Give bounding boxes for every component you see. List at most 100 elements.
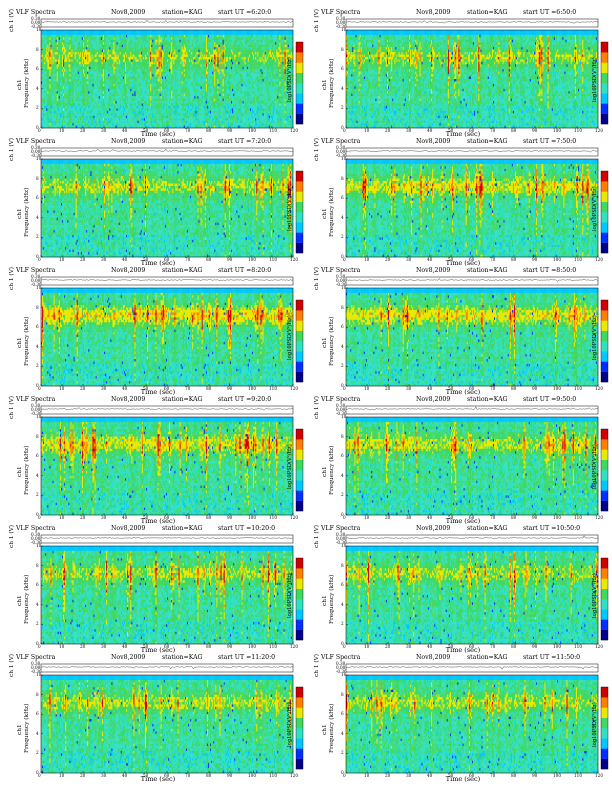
colorbar-segment: [296, 620, 303, 630]
colorbar-segment: [296, 480, 303, 490]
amplitude-frame: [346, 664, 598, 672]
colorbar-segment: [601, 470, 608, 480]
colorbar-segment: [601, 558, 608, 568]
colorbar-segment: [601, 697, 608, 707]
spectrogram-heatmap: [41, 30, 293, 128]
amplitude-axis-label: ch 1 (V): [315, 138, 321, 161]
spectrogram-panel: VLF Spectra Nov8,2009 station=KAG start UT …: [313, 139, 612, 267]
colorbar-segment: [296, 372, 303, 382]
x-axis-label: Time (sec): [8, 775, 308, 783]
colorbar-segment: [296, 759, 303, 769]
colorbar-segment: [296, 243, 303, 253]
colorbar-label: log10PSD(V²/Hz): [288, 702, 293, 747]
colorbar-segment: [296, 181, 303, 191]
amplitude-axis-label: ch 1 (V): [315, 267, 321, 290]
colorbar-segment: [296, 362, 303, 372]
colorbar-segment: [296, 222, 303, 232]
colorbar-segment: [601, 202, 608, 212]
colorbar-segment: [601, 93, 608, 103]
panel-plot-svg: [313, 526, 612, 646]
spectrogram-panel: VLF Spectra Nov8,2009 station=KAG start UT …: [313, 268, 612, 396]
colorbar-segment: [601, 579, 608, 589]
spectrogram-panel: VLF Spectra Nov8,2009 station=KAG start UT …: [313, 655, 612, 783]
colorbar-segment: [296, 73, 303, 83]
amplitude-frame: [346, 535, 598, 543]
colorbar-segment: [601, 114, 608, 124]
colorbar-label: log10PSD(V²/Hz): [593, 444, 598, 489]
colorbar-segment: [601, 63, 608, 73]
colorbar-segment: [601, 480, 608, 490]
colorbar-segment: [601, 104, 608, 114]
colorbar-segment: [601, 491, 608, 501]
colorbar-segment: [601, 212, 608, 222]
colorbar-segment: [296, 212, 303, 222]
x-axis-label: Time (sec): [313, 517, 612, 525]
colorbar-segment: [296, 749, 303, 759]
spectrogram-panel: VLF Spectra Nov8,2009 station=KAG start UT …: [313, 526, 612, 654]
colorbar-segment: [296, 728, 303, 738]
colorbar-label: log10PSD(V²/Hz): [593, 57, 598, 102]
colorbar-segment: [601, 599, 608, 609]
colorbar-segment: [601, 589, 608, 599]
colorbar-segment: [601, 749, 608, 759]
colorbar-segment: [601, 718, 608, 728]
colorbar-segment: [601, 73, 608, 83]
colorbar-segment: [601, 439, 608, 449]
amplitude-axis-label: ch 1 (V): [10, 267, 16, 290]
panel-plot-svg: [8, 397, 308, 517]
colorbar-segment: [296, 609, 303, 619]
amplitude-axis-label: ch 1 (V): [315, 654, 321, 677]
amplitude-axis-label: ch 1 (V): [10, 9, 16, 32]
spectrogram-heatmap: [41, 417, 293, 515]
colorbar-segment: [601, 759, 608, 769]
colorbar-segment: [296, 450, 303, 460]
colorbar-segment: [601, 331, 608, 341]
colorbar-segment: [296, 202, 303, 212]
colorbar-segment: [601, 687, 608, 697]
colorbar-segment: [296, 439, 303, 449]
colorbar-segment: [296, 310, 303, 320]
colorbar-segment: [296, 300, 303, 310]
channel-label: ch1: [18, 208, 24, 219]
amplitude-frame: [41, 19, 293, 27]
colorbar-segment: [601, 181, 608, 191]
frequency-axis-label: Frequency (kHz): [330, 317, 336, 366]
amplitude-axis-label: ch 1 (V): [315, 525, 321, 548]
colorbar-segment: [296, 42, 303, 52]
colorbar-label: log10PSD(V²/Hz): [288, 315, 293, 360]
panel-plot-svg: [8, 10, 308, 130]
colorbar-label: log10PSD(V²/Hz): [288, 57, 293, 102]
colorbar-label: log10PSD(V²/Hz): [288, 186, 293, 231]
frequency-axis-label: Frequency (kHz): [25, 575, 31, 624]
colorbar-segment: [601, 171, 608, 181]
frequency-axis-label: Frequency (kHz): [330, 188, 336, 237]
colorbar-segment: [601, 310, 608, 320]
channel-label: ch1: [323, 79, 329, 90]
channel-label: ch1: [18, 724, 24, 735]
frequency-axis-label: Frequency (kHz): [25, 704, 31, 753]
frequency-axis-label: Frequency (kHz): [330, 446, 336, 495]
colorbar-segment: [601, 52, 608, 62]
amplitude-frame: [41, 664, 293, 672]
x-axis-label: Time (sec): [8, 517, 308, 525]
colorbar-segment: [296, 331, 303, 341]
spectrogram-heatmap: [41, 159, 293, 257]
colorbar-segment: [296, 83, 303, 93]
amplitude-frame: [41, 535, 293, 543]
channel-label: ch1: [323, 208, 329, 219]
colorbar-segment: [296, 558, 303, 568]
spectrogram-heatmap: [346, 159, 598, 257]
spectrogram-panel: VLF Spectra Nov8,2009 station=KAG start UT …: [313, 10, 612, 138]
colorbar-segment: [296, 192, 303, 202]
colorbar-segment: [296, 501, 303, 511]
colorbar-segment: [296, 93, 303, 103]
colorbar-segment: [296, 491, 303, 501]
panel-plot-svg: [313, 10, 612, 130]
colorbar-segment: [601, 233, 608, 243]
spectrogram-heatmap: [41, 546, 293, 644]
colorbar-label: log10PSD(V²/Hz): [593, 702, 598, 747]
amplitude-axis-label: ch 1 (V): [315, 396, 321, 419]
spectrogram-heatmap: [346, 546, 598, 644]
colorbar-segment: [601, 372, 608, 382]
channel-label: ch1: [18, 79, 24, 90]
